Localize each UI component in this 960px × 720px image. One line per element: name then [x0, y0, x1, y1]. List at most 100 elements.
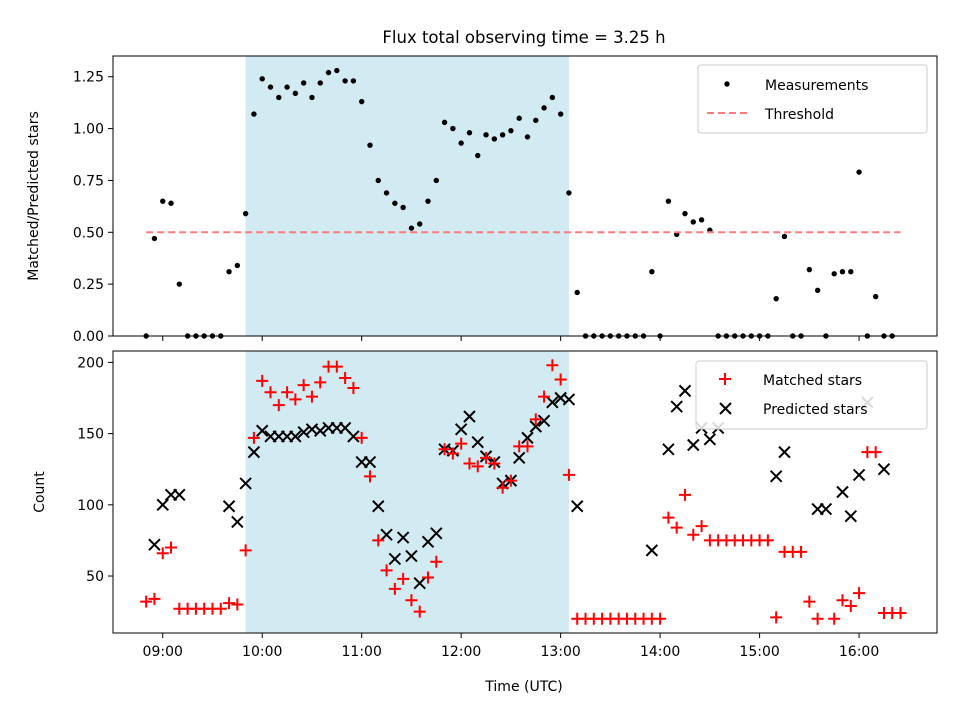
bottom-y-axis-label: Count	[32, 471, 48, 513]
measurement-point	[781, 233, 788, 240]
predicted-star-point	[512, 451, 526, 465]
x-tick-label: 11:00	[342, 644, 382, 660]
matched-star-point	[363, 470, 376, 483]
measurement-point	[234, 262, 241, 269]
top-y-tick-label: 0.50	[73, 225, 104, 241]
legend-label-threshold: Threshold	[764, 107, 834, 123]
predicted-star-point	[222, 500, 236, 513]
predicted-star-point	[413, 576, 426, 590]
top-panel-frame	[112, 55, 938, 337]
predicted-star-point	[852, 468, 866, 482]
predicted-star-point	[463, 410, 476, 423]
top-y-tick-label: 1.00	[73, 122, 104, 138]
measurement-point	[450, 125, 456, 132]
measurement-point	[773, 295, 779, 302]
matched-star-point	[397, 572, 410, 585]
measurement-point	[251, 111, 257, 117]
matched-star-point	[339, 372, 352, 385]
matched-star-point	[538, 390, 551, 403]
x-axis-label: Time (UTC)	[484, 679, 562, 695]
x-tick-label: 12:00	[441, 644, 481, 660]
measurement-point	[300, 80, 307, 86]
predicted-star-point	[645, 544, 659, 557]
matched-star-point	[654, 612, 667, 625]
measurement-point	[242, 210, 249, 217]
matched-star-point	[247, 431, 260, 444]
measurement-point	[160, 198, 166, 204]
matched-star-point	[504, 474, 517, 487]
legend-marker-matched	[719, 373, 731, 385]
measurement-point	[367, 142, 373, 148]
x-tick-label: 14:00	[640, 644, 680, 660]
matched-star-point	[380, 564, 393, 577]
measurement-point	[475, 152, 481, 159]
matched-star-point	[546, 359, 559, 372]
matched-star-point	[223, 597, 236, 610]
predicted-star-point	[769, 470, 783, 483]
matched-star-point	[562, 468, 575, 481]
matched-star-point	[844, 599, 857, 612]
measurement-point	[557, 111, 564, 117]
predicted-star-point	[537, 414, 551, 427]
measurement-point	[831, 271, 837, 277]
matched-star-point	[264, 386, 277, 399]
predicted-star-point	[546, 396, 559, 409]
legend-marker-measurements	[724, 81, 730, 87]
matched-star-point	[869, 446, 882, 459]
matched-star-point	[811, 612, 824, 625]
predicted-star-point	[662, 443, 675, 456]
predicted-star-point	[687, 438, 700, 452]
matched-star-point	[488, 457, 501, 470]
measurement-point	[375, 177, 381, 184]
measurement-point	[872, 293, 879, 300]
matched-star-point	[463, 457, 476, 470]
measurement-point	[806, 266, 813, 273]
measurement-point	[499, 132, 506, 138]
matched-star-point	[372, 534, 385, 547]
measurement-point	[417, 221, 423, 227]
matched-star-point	[670, 521, 683, 534]
measurement-point	[458, 140, 464, 146]
measurement-point	[317, 80, 323, 86]
measurement-point	[383, 190, 390, 196]
predicted-star-point	[844, 510, 857, 523]
predicted-star-point	[372, 500, 385, 513]
matched-star-point	[430, 555, 443, 568]
measurement-point	[814, 287, 821, 294]
measurement-point	[491, 136, 498, 142]
predicted-star-point	[562, 393, 576, 406]
bottom-x-axis: 09:00 10:00 11:00 12:00 13:00 14:00 15:00 16:00	[143, 633, 879, 660]
measurement-point	[408, 225, 415, 231]
predicted-star-point	[396, 531, 410, 544]
observing-window-shading-bottom	[245, 351, 569, 633]
matched-star-point	[289, 393, 302, 406]
matched-star-point	[165, 541, 178, 554]
predicted-star-point	[430, 527, 443, 540]
matched-star-point	[438, 443, 451, 456]
matched-star-point	[405, 594, 418, 607]
bottom-y-tick-label: 150	[77, 427, 104, 443]
measurement-point	[425, 198, 431, 204]
bottom-y-tick-label: 100	[77, 498, 104, 514]
measurement-point	[682, 210, 688, 217]
matched-star-point	[795, 545, 808, 558]
predicted-star-point	[148, 538, 161, 551]
measurement-point	[342, 78, 348, 84]
predicted-star-point	[670, 400, 683, 413]
x-tick-label: 15:00	[739, 644, 779, 660]
predicted-star-point	[256, 424, 269, 437]
predicted-star-point	[529, 420, 542, 433]
matched-stars-points	[140, 359, 907, 625]
measurement-point	[168, 200, 174, 206]
legend-label-predicted: Predicted stars	[763, 402, 868, 418]
measurement-point	[325, 69, 332, 76]
matched-star-point	[803, 595, 816, 608]
matched-star-point	[330, 360, 343, 373]
measurement-point	[176, 281, 183, 287]
predicted-star-point	[454, 423, 468, 436]
top-y-tick-label: 0.00	[73, 329, 104, 345]
measurement-point	[698, 217, 705, 223]
predicted-star-point	[173, 488, 186, 502]
measurement-point	[533, 117, 539, 123]
